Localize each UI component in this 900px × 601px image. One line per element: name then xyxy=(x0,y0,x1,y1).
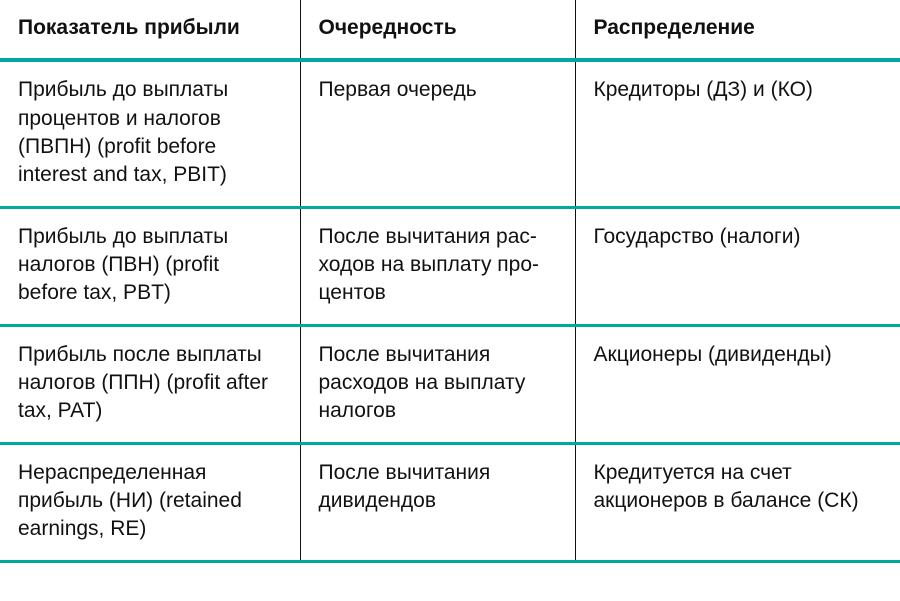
cell-distribution: Государство (налоги) xyxy=(575,207,900,325)
cell-distribution: Акционеры (дивиденды) xyxy=(575,325,900,443)
col-header-order: Очередность xyxy=(300,0,575,60)
col-header-distribution: Распределение xyxy=(575,0,900,60)
cell-indicator: Прибыль до выплаты налогов (ПВН) (profit… xyxy=(0,207,300,325)
profit-table: Показатель прибыли Очередность Распредел… xyxy=(0,0,900,563)
table-row: Прибыль до выплаты налогов (ПВН) (profit… xyxy=(0,207,900,325)
cell-distribution: Кредитуется на счет акционеров в балансе… xyxy=(575,443,900,561)
col-header-indicator: Показатель прибыли xyxy=(0,0,300,60)
cell-indicator: Нераспределенная прибыль (НИ) (retained … xyxy=(0,443,300,561)
table-row: Прибыль до выплаты процентов и налогов (… xyxy=(0,60,900,207)
cell-distribution: Кредиторы (ДЗ) и (КО) xyxy=(575,60,900,207)
table-row: Нераспределенная прибыль (НИ) (retained … xyxy=(0,443,900,561)
table-row: Прибыль после выплаты налогов (ППН) (pro… xyxy=(0,325,900,443)
cell-order: Первая очередь xyxy=(300,60,575,207)
cell-order: После вычитания рас­ходов на выплату про… xyxy=(300,207,575,325)
cell-order: После вычитания расхо­дов на выплату нал… xyxy=(300,325,575,443)
cell-indicator: Прибыль после выплаты налогов (ППН) (pro… xyxy=(0,325,300,443)
cell-order: После вычитания дивидендов xyxy=(300,443,575,561)
cell-indicator: Прибыль до выплаты процентов и налогов (… xyxy=(0,60,300,207)
table-header-row: Показатель прибыли Очередность Распредел… xyxy=(0,0,900,60)
